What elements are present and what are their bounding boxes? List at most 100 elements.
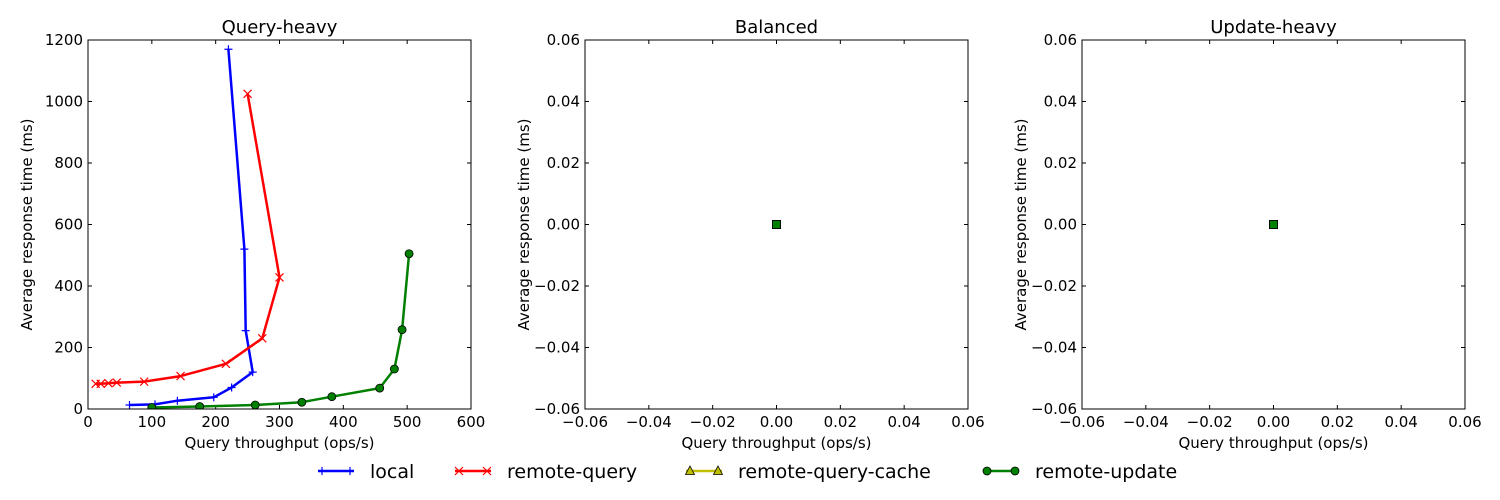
data-point-remote-query <box>257 333 267 343</box>
y-tick-label: 800 <box>54 154 83 172</box>
x-tick-label: 0.06 <box>1448 413 1481 431</box>
chart-panels: 0 100 200 300 400 500 600 0 200 400 600 800 1000 1200… <box>18 17 1482 452</box>
legend-label: local <box>370 461 414 483</box>
axes-frame <box>584 39 969 410</box>
y-tick-label: 0.00 <box>1044 216 1077 234</box>
legend-item-remote-query: remote-query <box>454 461 637 483</box>
y-tick-label: −0.06 <box>1031 400 1077 418</box>
data-point-remote-update <box>772 220 781 229</box>
data-point-remote-update <box>1269 220 1278 229</box>
data-point-local <box>125 401 134 409</box>
legend-marker <box>712 465 724 475</box>
y-tick-label: 0.00 <box>547 216 580 234</box>
y-tick-label: 0.02 <box>547 154 580 172</box>
data-point-local <box>248 368 257 377</box>
data-point-local <box>209 393 218 402</box>
legend-label: remote-query-cache <box>738 461 931 483</box>
data-point-remote-query <box>139 377 149 387</box>
legend-marker <box>982 466 992 476</box>
legend-label: remote-query <box>507 461 637 483</box>
x-tick-label: −0.06 <box>1059 413 1105 431</box>
legend-item-remote-update: remote-update <box>982 461 1177 483</box>
x-tick-label: −0.02 <box>690 413 736 431</box>
series-remote-update <box>772 220 781 229</box>
y-tick-label: 0.04 <box>1044 93 1077 111</box>
x-tick-label: 100 <box>138 413 167 431</box>
data-point-remote-update <box>297 397 307 407</box>
legend-marker <box>482 466 492 476</box>
data-point-remote-update <box>404 249 414 259</box>
x-tick-label: 0.00 <box>760 413 793 431</box>
x-tick-label: 0.04 <box>887 413 920 431</box>
data-point-local <box>240 245 249 254</box>
data-point-remote-query <box>243 89 253 99</box>
axes-frame <box>1081 39 1466 410</box>
y-tick-label: 0 <box>73 400 83 418</box>
x-tick-label: 400 <box>329 413 358 431</box>
data-point-remote-query <box>275 272 284 282</box>
legend-item-remote-query-cache: remote-query-cache <box>684 461 931 483</box>
y-tick-label: 0.06 <box>1044 31 1077 49</box>
y-tick-label: −0.04 <box>1031 339 1077 357</box>
series-line-local <box>129 49 254 407</box>
y-tick-label: 0.06 <box>547 31 580 49</box>
data-point-remote-query <box>112 378 122 387</box>
x-axis-label: Query throughput (ops/s) <box>1178 434 1368 452</box>
data-point-remote-query <box>104 378 113 388</box>
axes-frame <box>87 39 472 410</box>
data-point-remote-query <box>221 359 231 369</box>
x-tick-label: −0.04 <box>1123 413 1169 431</box>
legend-item-local: local <box>318 461 414 483</box>
data-point-local <box>241 326 250 335</box>
panel-title: Balanced <box>735 17 818 38</box>
y-tick-label: −0.02 <box>534 277 580 295</box>
data-point-remote-update <box>397 325 407 335</box>
panel-2: −0.06 −0.04 −0.02 0.00 0.02 0.04 0.06 −0.06 −0.0… <box>515 17 985 452</box>
data-point-remote-update <box>375 383 385 393</box>
y-tick-label: 600 <box>54 216 83 234</box>
y-tick-label: 1200 <box>45 31 83 49</box>
data-point-remote-update <box>147 403 157 409</box>
y-tick-label: 0.02 <box>1044 154 1077 172</box>
data-point-remote-update <box>327 392 337 402</box>
legend-label: remote-update <box>1035 461 1177 483</box>
x-tick-label: 0.02 <box>1321 413 1354 431</box>
x-tick-label: 0.04 <box>1384 413 1417 431</box>
x-tick-label: 200 <box>201 413 230 431</box>
x-tick-label: 0.02 <box>824 413 857 431</box>
x-tick-label: 0 <box>83 413 93 431</box>
y-tick-label: 0.04 <box>547 93 580 111</box>
y-tick-label: 1000 <box>45 93 83 111</box>
panel-1: 0 100 200 300 400 500 600 0 200 400 600 800 1000 1200… <box>18 17 485 452</box>
y-tick-label: 400 <box>54 277 83 295</box>
data-point-remote-query <box>176 371 185 381</box>
series-line-remote-query <box>95 93 281 386</box>
y-axis-label: Average response time (ms) <box>515 118 533 330</box>
y-tick-label: −0.04 <box>534 339 580 357</box>
x-axis-label: Query throughput (ops/s) <box>681 434 871 452</box>
series-remote-update <box>147 249 414 409</box>
x-tick-label: 0.06 <box>951 413 984 431</box>
y-tick-label: 200 <box>54 339 83 357</box>
y-tick-label: −0.02 <box>1031 277 1077 295</box>
y-axis-label: Average response time (ms) <box>18 118 36 330</box>
x-tick-label: 500 <box>393 413 422 431</box>
data-point-local <box>173 396 182 405</box>
x-tick-label: −0.02 <box>1187 413 1233 431</box>
series-remote-query <box>91 89 284 389</box>
legend-marker <box>684 465 696 475</box>
panel-title: Update-heavy <box>1210 17 1337 38</box>
legend-marker <box>318 467 326 475</box>
data-point-remote-query <box>96 379 106 389</box>
x-tick-label: −0.06 <box>562 413 608 431</box>
plot-area <box>772 220 781 229</box>
x-axis-label: Query throughput (ops/s) <box>184 434 374 452</box>
x-tick-label: 600 <box>457 413 486 431</box>
data-point-remote-update <box>195 402 205 409</box>
y-axis-label: Average response time (ms) <box>1012 118 1030 330</box>
data-point-remote-update <box>250 400 260 409</box>
legend: local remote-query remote-query-cache remot… <box>318 461 1177 483</box>
series-local <box>125 45 257 409</box>
series-remote-update <box>1269 220 1278 229</box>
